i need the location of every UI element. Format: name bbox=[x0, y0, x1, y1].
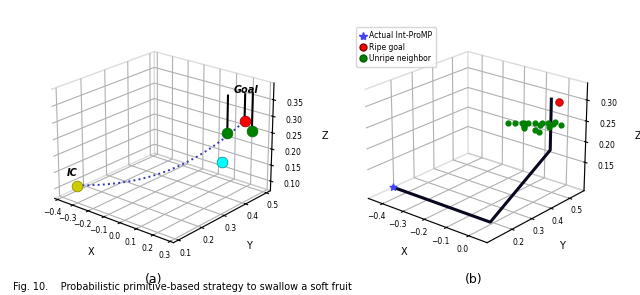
Legend: Actual Int-ProMP, Ripe goal, Unripe neighbor: Actual Int-ProMP, Ripe goal, Unripe neig… bbox=[356, 27, 436, 67]
Y-axis label: Y: Y bbox=[246, 241, 252, 251]
Text: (a): (a) bbox=[145, 273, 163, 286]
Text: (b): (b) bbox=[465, 273, 483, 286]
X-axis label: X: X bbox=[88, 247, 94, 257]
Text: Fig. 10.    Probabilistic primitive-based strategy to swallow a soft fruit: Fig. 10. Probabilistic primitive-based s… bbox=[13, 282, 351, 292]
Y-axis label: Y: Y bbox=[559, 241, 565, 251]
X-axis label: X: X bbox=[401, 247, 408, 257]
